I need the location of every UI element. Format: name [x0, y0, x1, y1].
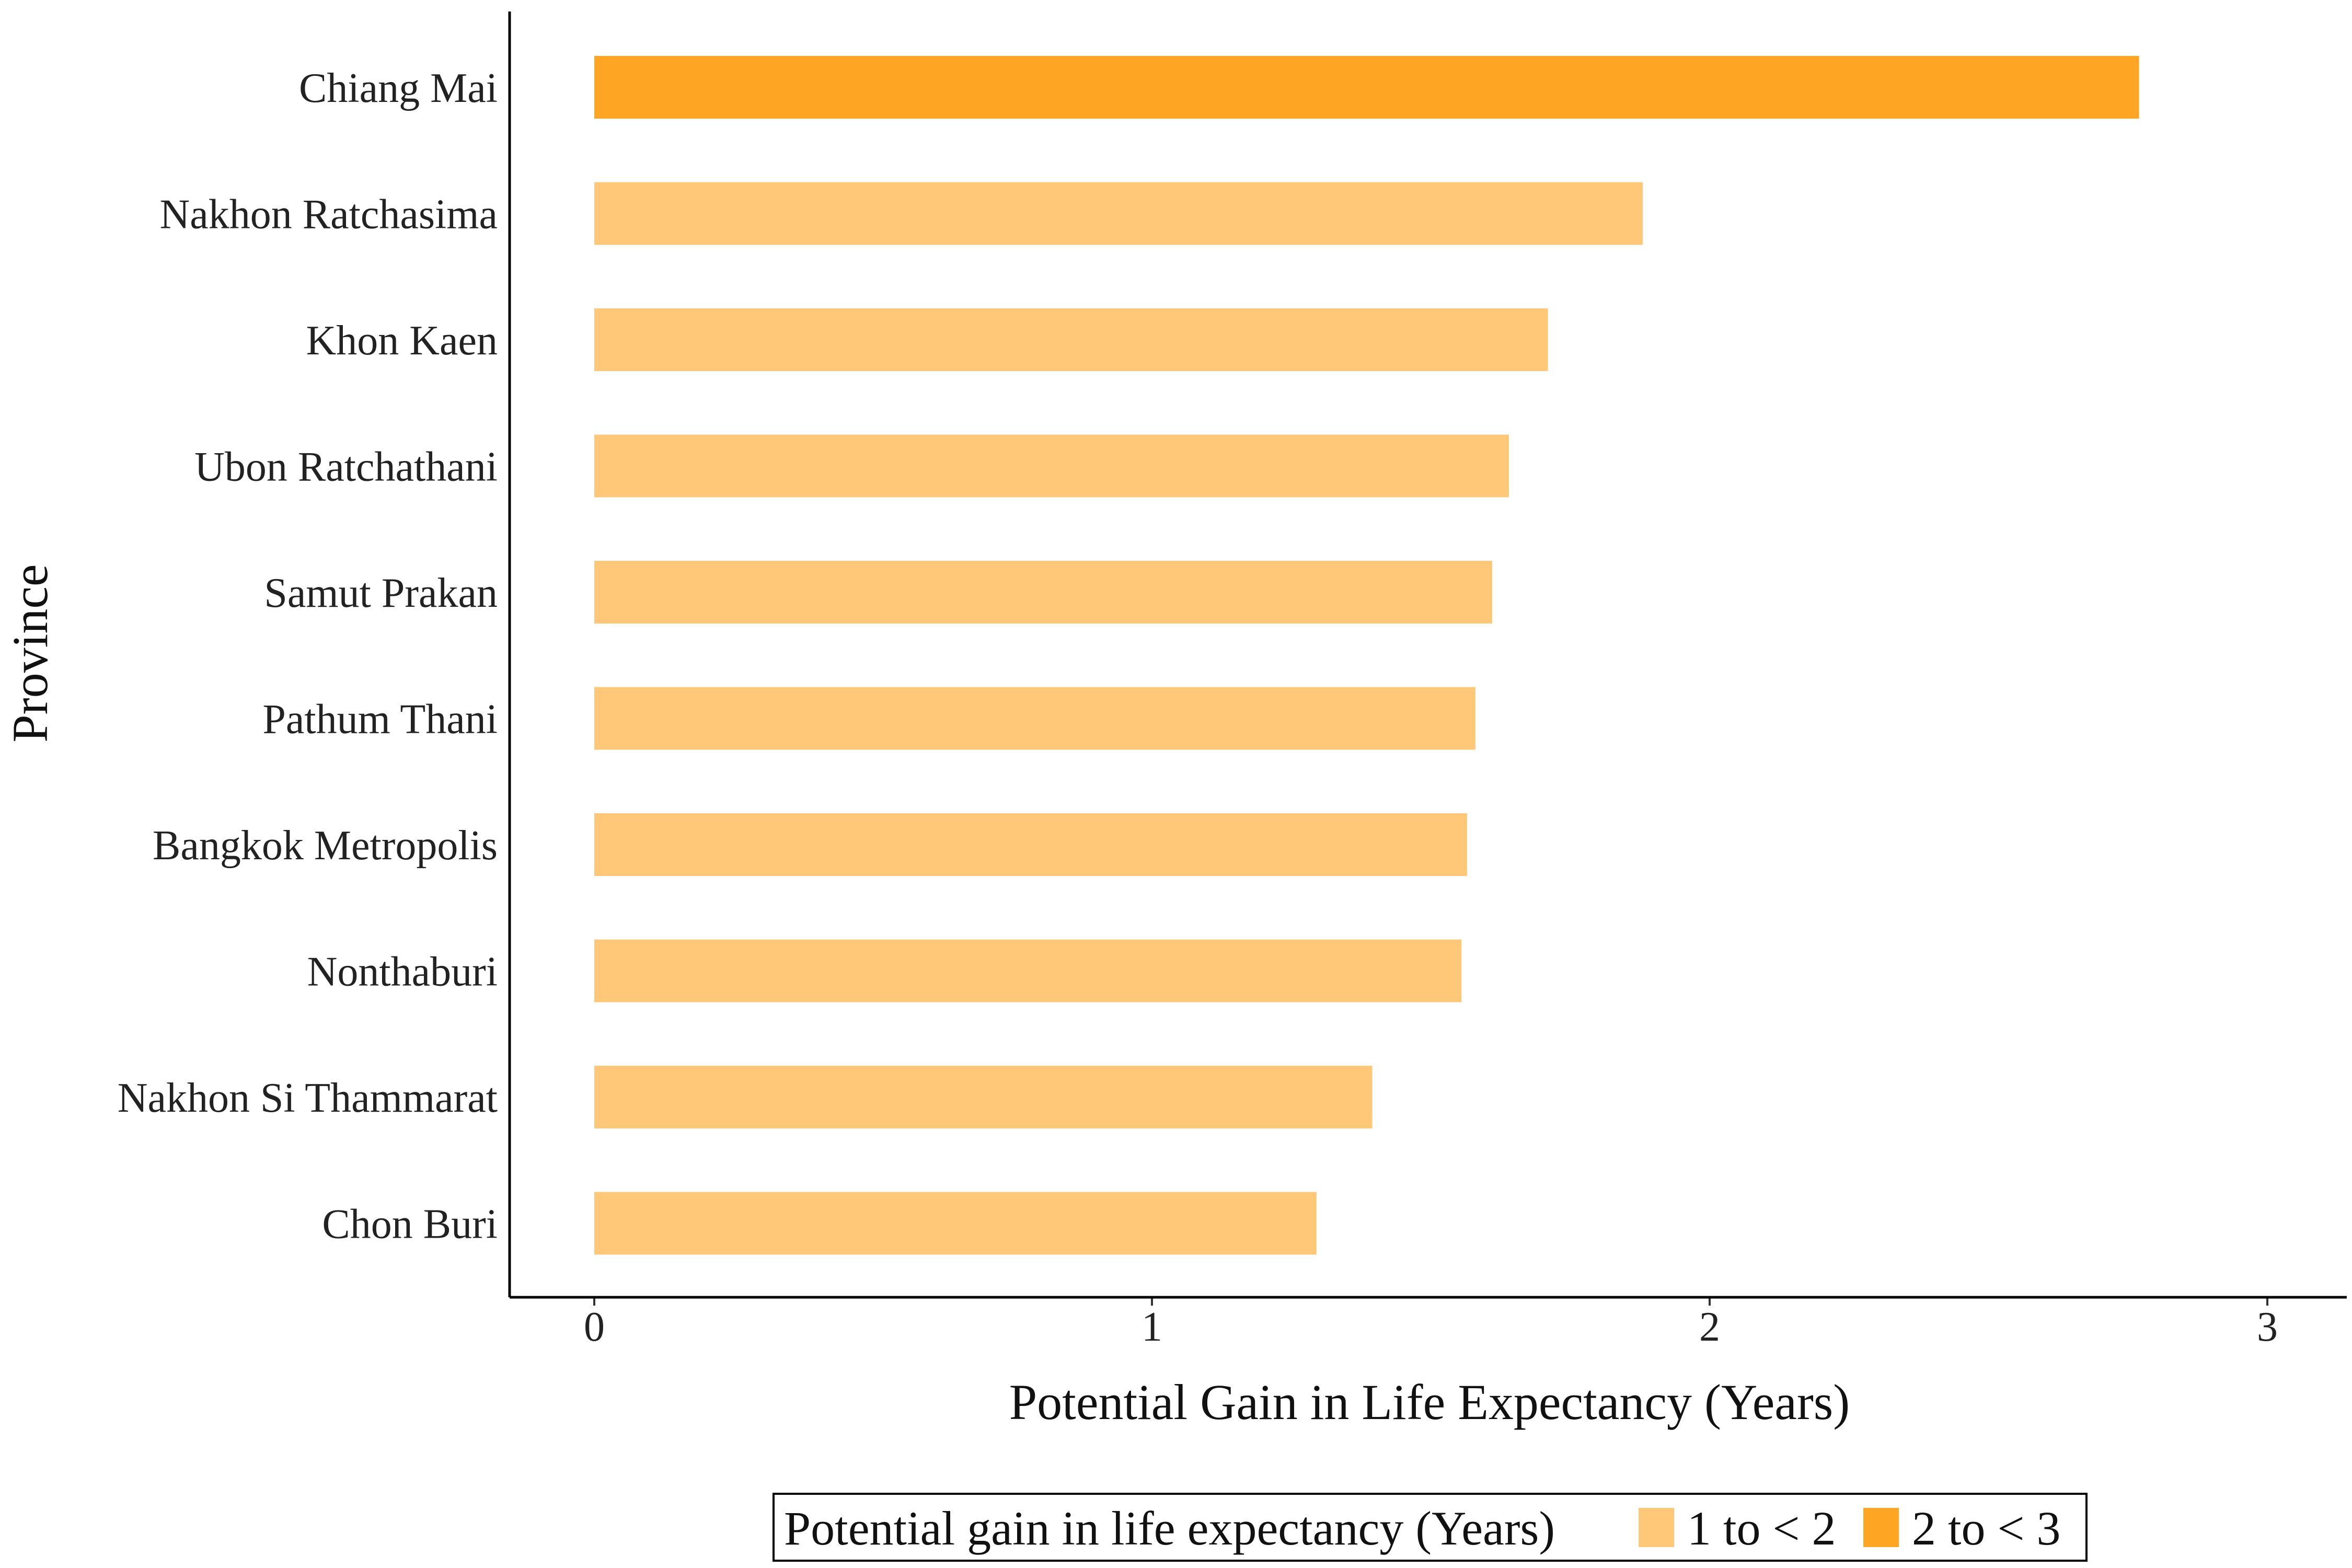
- y-tick-label-chiang-mai: Chiang Mai: [299, 65, 498, 111]
- legend-title: Potential gain in life expectancy (Years…: [784, 1502, 1555, 1555]
- y-tick-label-nakhon-ratchasima: Nakhon Ratchasima: [160, 192, 498, 238]
- y-tick-label-nonthaburi: Nonthaburi: [307, 949, 498, 995]
- legend-label-2-to-3: 2 to < 3: [1912, 1502, 2060, 1555]
- bar-samut-prakan: [594, 561, 1492, 624]
- x-tick-label-0: 0: [584, 1304, 605, 1350]
- x-tick-label-1: 1: [1142, 1304, 1162, 1350]
- bar-chiang-mai: [594, 56, 2139, 119]
- y-tick-label-khon-kaen: Khon Kaen: [306, 318, 498, 364]
- y-tick-label-ubon-ratchathani: Ubon Ratchathani: [194, 444, 498, 490]
- bar-nakhon-ratchasima: [594, 182, 1643, 245]
- x-axis-title: Potential Gain in Life Expectancy (Years…: [1009, 1374, 1850, 1430]
- bar-bangkok-metropolis: [594, 813, 1467, 876]
- legend-swatch-1-to-2: [1639, 1508, 1674, 1547]
- x-tick-label-2: 2: [1699, 1304, 1720, 1350]
- bar-nonthaburi: [594, 939, 1462, 1002]
- y-tick-label-samut-prakan: Samut Prakan: [264, 570, 498, 616]
- legend: Potential gain in life expectancy (Years…: [773, 1493, 2088, 1562]
- x-tick-label-3: 3: [2257, 1304, 2278, 1350]
- bar-nakhon-si-thammarat: [594, 1066, 1373, 1128]
- bar-ubon-ratchathani: [594, 434, 1509, 498]
- legend-swatch-2-to-3: [1863, 1508, 1899, 1547]
- bar-chon-buri: [594, 1192, 1317, 1255]
- legend-label-1-to-2: 1 to < 2: [1687, 1502, 1836, 1555]
- y-tick-label-pathum-thani: Pathum Thani: [262, 697, 498, 743]
- bar-khon-kaen: [594, 308, 1548, 371]
- bars-group: [594, 56, 2139, 1255]
- y-tick-label-nakhon-si-thammarat: Nakhon Si Thammarat: [118, 1075, 498, 1121]
- y-axis-title: Province: [2, 564, 58, 742]
- y-tick-label-bangkok-metropolis: Bangkok Metropolis: [153, 823, 498, 869]
- y-tick-labels: Chiang Mai Nakhon Ratchasima Khon Kaen Ubon…: [118, 65, 498, 1248]
- x-tick-labels: 0 1 2 3: [584, 1297, 2278, 1350]
- bar-pathum-thani: [594, 687, 1475, 750]
- y-tick-label-chon-buri: Chon Buri: [322, 1202, 498, 1248]
